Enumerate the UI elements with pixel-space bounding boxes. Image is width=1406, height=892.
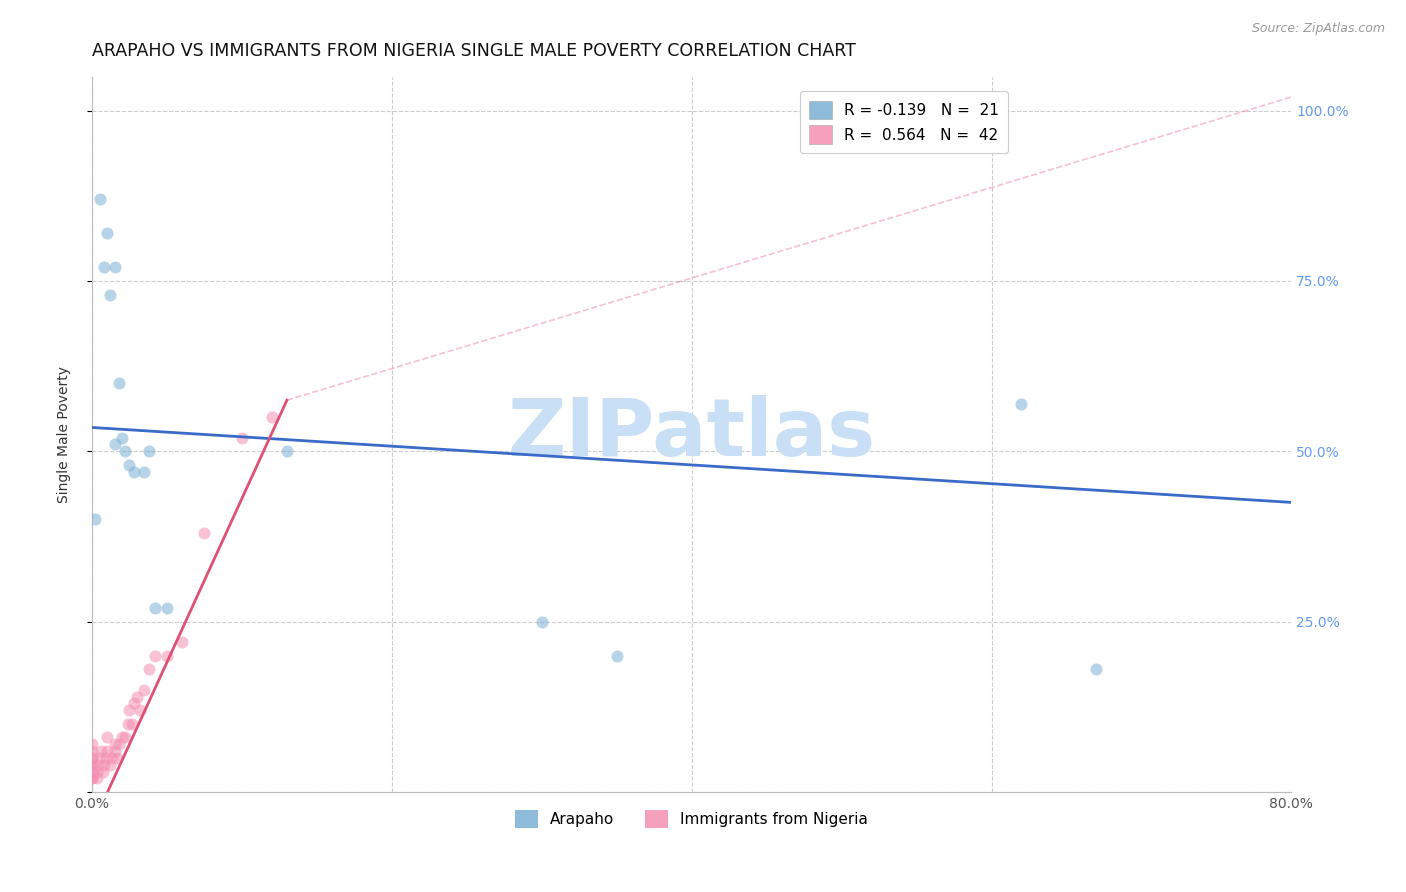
- Point: [93, 757, 115, 772]
- Point: [530, 615, 553, 629]
- Point: [138, 662, 160, 676]
- Point: [80, 772, 103, 786]
- Point: [103, 260, 125, 275]
- Legend: Arapaho, Immigrants from Nigeria: Arapaho, Immigrants from Nigeria: [509, 804, 875, 834]
- Point: [1085, 662, 1108, 676]
- Point: [111, 431, 134, 445]
- Point: [143, 648, 166, 663]
- Point: [108, 737, 131, 751]
- Point: [111, 731, 134, 745]
- Point: [103, 737, 125, 751]
- Point: [86, 764, 108, 779]
- Point: [260, 410, 283, 425]
- Point: [91, 764, 114, 779]
- Point: [80, 757, 103, 772]
- Point: [107, 751, 129, 765]
- Point: [80, 764, 103, 779]
- Point: [93, 260, 115, 275]
- Point: [80, 757, 103, 772]
- Point: [117, 716, 139, 731]
- Point: [94, 751, 117, 765]
- Point: [84, 512, 107, 526]
- Point: [1011, 396, 1033, 410]
- Point: [98, 757, 121, 772]
- Point: [89, 751, 111, 765]
- Point: [103, 437, 125, 451]
- Point: [103, 744, 125, 758]
- Point: [89, 192, 111, 206]
- Point: [96, 227, 118, 241]
- Point: [100, 751, 122, 765]
- Point: [143, 601, 166, 615]
- Point: [170, 635, 193, 649]
- Point: [98, 287, 121, 301]
- Point: [80, 737, 103, 751]
- Point: [114, 444, 136, 458]
- Point: [121, 716, 143, 731]
- Point: [96, 744, 118, 758]
- Text: ARAPAHO VS IMMIGRANTS FROM NIGERIA SINGLE MALE POVERTY CORRELATION CHART: ARAPAHO VS IMMIGRANTS FROM NIGERIA SINGL…: [91, 42, 856, 60]
- Point: [114, 731, 136, 745]
- Point: [138, 444, 160, 458]
- Point: [118, 458, 141, 472]
- Point: [87, 757, 110, 772]
- Point: [134, 682, 156, 697]
- Point: [108, 376, 131, 391]
- Point: [90, 744, 112, 758]
- Point: [156, 648, 179, 663]
- Point: [96, 731, 118, 745]
- Point: [122, 465, 145, 479]
- Point: [193, 526, 215, 541]
- Point: [80, 751, 103, 765]
- Y-axis label: Single Male Poverty: Single Male Poverty: [58, 366, 72, 503]
- Point: [276, 444, 298, 458]
- Point: [86, 772, 108, 786]
- Point: [606, 648, 628, 663]
- Point: [80, 744, 103, 758]
- Point: [231, 431, 253, 445]
- Point: [80, 764, 103, 779]
- Point: [156, 601, 179, 615]
- Point: [80, 772, 103, 786]
- Point: [122, 697, 145, 711]
- Text: ZIPatlas: ZIPatlas: [508, 395, 876, 474]
- Text: Source: ZipAtlas.com: Source: ZipAtlas.com: [1251, 22, 1385, 36]
- Point: [118, 703, 141, 717]
- Point: [80, 751, 103, 765]
- Point: [125, 690, 148, 704]
- Point: [129, 703, 152, 717]
- Point: [134, 465, 156, 479]
